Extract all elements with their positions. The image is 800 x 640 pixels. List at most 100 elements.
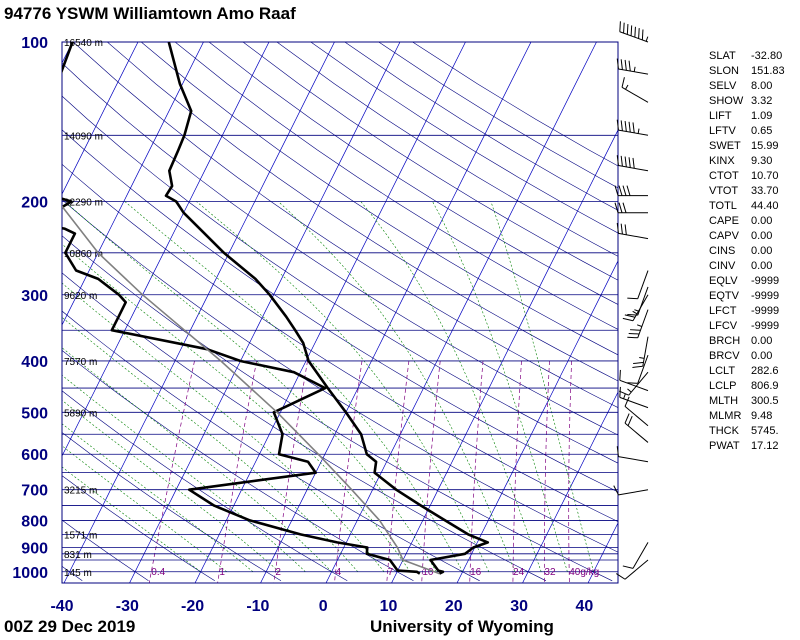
index-row: CINV 0.00 xyxy=(709,259,797,274)
wind-barb xyxy=(622,294,649,322)
wind-barb xyxy=(616,446,649,463)
mixing-ratio-line xyxy=(273,360,308,583)
index-row: CAPV 0.00 xyxy=(709,229,797,244)
isotherm-line xyxy=(129,42,401,583)
barb-flag xyxy=(634,26,636,38)
index-value: 17.12 xyxy=(751,440,779,452)
index-name: MLMR xyxy=(709,410,742,422)
y-tick-label: 800 xyxy=(21,513,48,530)
index-value: 0.65 xyxy=(751,125,773,137)
dry-adiabat-line xyxy=(62,95,618,464)
barb-flag xyxy=(619,386,621,398)
index-name: EQTV xyxy=(709,290,739,302)
index-value: 300.5 xyxy=(751,395,779,407)
wind-barb xyxy=(613,485,649,496)
barb-flag xyxy=(630,25,633,36)
y-tick-label: 500 xyxy=(21,405,48,422)
index-value: 9.48 xyxy=(751,410,773,422)
index-row: THCK 5745. xyxy=(709,424,797,439)
barb-flag xyxy=(624,413,630,424)
barb-half-flag xyxy=(633,66,636,72)
barb-flag xyxy=(616,58,619,70)
index-row: TOTL 44.40 xyxy=(709,199,797,214)
index-row: LFTV 0.65 xyxy=(709,124,797,139)
barb-staff xyxy=(642,336,649,367)
moist-adiabat-line xyxy=(432,201,568,572)
barb-flag xyxy=(614,202,619,213)
barb-flag xyxy=(628,157,631,168)
barb-flag xyxy=(622,202,627,213)
index-row: VTOT 33.70 xyxy=(709,184,797,199)
barb-flag xyxy=(616,222,619,234)
index-row: KINX 9.30 xyxy=(709,154,797,169)
mixing-ratio-label: 7 xyxy=(388,567,394,578)
barb-staff xyxy=(632,542,649,569)
barb-flag xyxy=(622,317,634,322)
plot-frame xyxy=(61,41,619,584)
mixing-ratio-label: 0.4 xyxy=(151,567,165,578)
height-label: 16540 m xyxy=(64,38,103,49)
index-name: CINS xyxy=(709,245,736,257)
barb-flag xyxy=(632,122,635,133)
barb-flag xyxy=(624,314,636,318)
index-row: SHOW 3.32 xyxy=(709,94,797,109)
index-name: TOTL xyxy=(709,200,737,212)
wind-barb xyxy=(624,413,649,443)
index-value: 44.40 xyxy=(751,200,779,212)
index-value: 0.00 xyxy=(751,335,773,347)
dry-adiabat-line xyxy=(62,390,348,582)
dry-adiabat-line xyxy=(62,565,83,582)
dry-adiabat-line xyxy=(62,62,618,436)
isotherm-line xyxy=(260,42,532,583)
barb-staff xyxy=(618,232,649,240)
index-value: 0.00 xyxy=(751,350,773,362)
barb-staff xyxy=(624,559,649,580)
index-name: SWET xyxy=(709,140,741,152)
wind-barb xyxy=(627,309,649,339)
wind-barb xyxy=(619,369,649,392)
index-name: BRCH xyxy=(709,335,741,347)
index-value: -9999 xyxy=(751,275,780,287)
barb-flag xyxy=(616,155,619,166)
index-value: 282.6 xyxy=(751,365,779,377)
height-label: 1571 m xyxy=(64,530,97,541)
barb-flag xyxy=(614,185,619,196)
height-label: 10860 m xyxy=(64,249,103,260)
index-value: 8.00 xyxy=(751,80,773,92)
height-label: 9620 m xyxy=(64,291,97,302)
index-row: LFCV -9999 xyxy=(709,319,797,334)
parcel-line xyxy=(62,204,440,575)
index-value: 0.00 xyxy=(751,215,773,227)
index-name: PWAT xyxy=(709,440,740,452)
x-tick-label: -30 xyxy=(116,598,139,615)
x-tick-label: 30 xyxy=(510,598,528,615)
index-value: 151.83 xyxy=(751,65,785,77)
x-tick-label: -10 xyxy=(246,598,269,615)
index-row: PWAT 17.12 xyxy=(709,439,797,454)
barb-flag xyxy=(618,202,623,213)
barb-flag xyxy=(627,336,638,339)
isotherm-line xyxy=(0,42,7,583)
barb-half-flag xyxy=(639,357,645,359)
barb-flag xyxy=(619,369,621,381)
barb-staff xyxy=(621,86,649,103)
data-source-label: University of Wyoming xyxy=(370,617,554,636)
wind-barb xyxy=(614,202,648,214)
index-name: LIFT xyxy=(709,110,732,122)
mixing-ratio-label: 24 xyxy=(513,567,525,578)
index-name: LFCT xyxy=(709,305,737,317)
barb-staff xyxy=(618,129,649,136)
dewpoint-line xyxy=(62,42,421,575)
observation-time: 00Z 29 Dec 2019 xyxy=(4,617,136,636)
barb-staff xyxy=(624,422,649,443)
isotherm-line xyxy=(194,42,466,583)
mixing-ratio-label: 40g/kg xyxy=(569,567,599,578)
index-value: -9999 xyxy=(751,290,780,302)
index-row: EQLV -9999 xyxy=(709,274,797,289)
barb-flag xyxy=(627,415,633,426)
barb-staff xyxy=(632,294,649,321)
barb-flag xyxy=(624,59,627,71)
index-row: CINS 0.00 xyxy=(709,244,797,259)
background-grid xyxy=(0,42,618,583)
barb-staff xyxy=(637,309,649,338)
